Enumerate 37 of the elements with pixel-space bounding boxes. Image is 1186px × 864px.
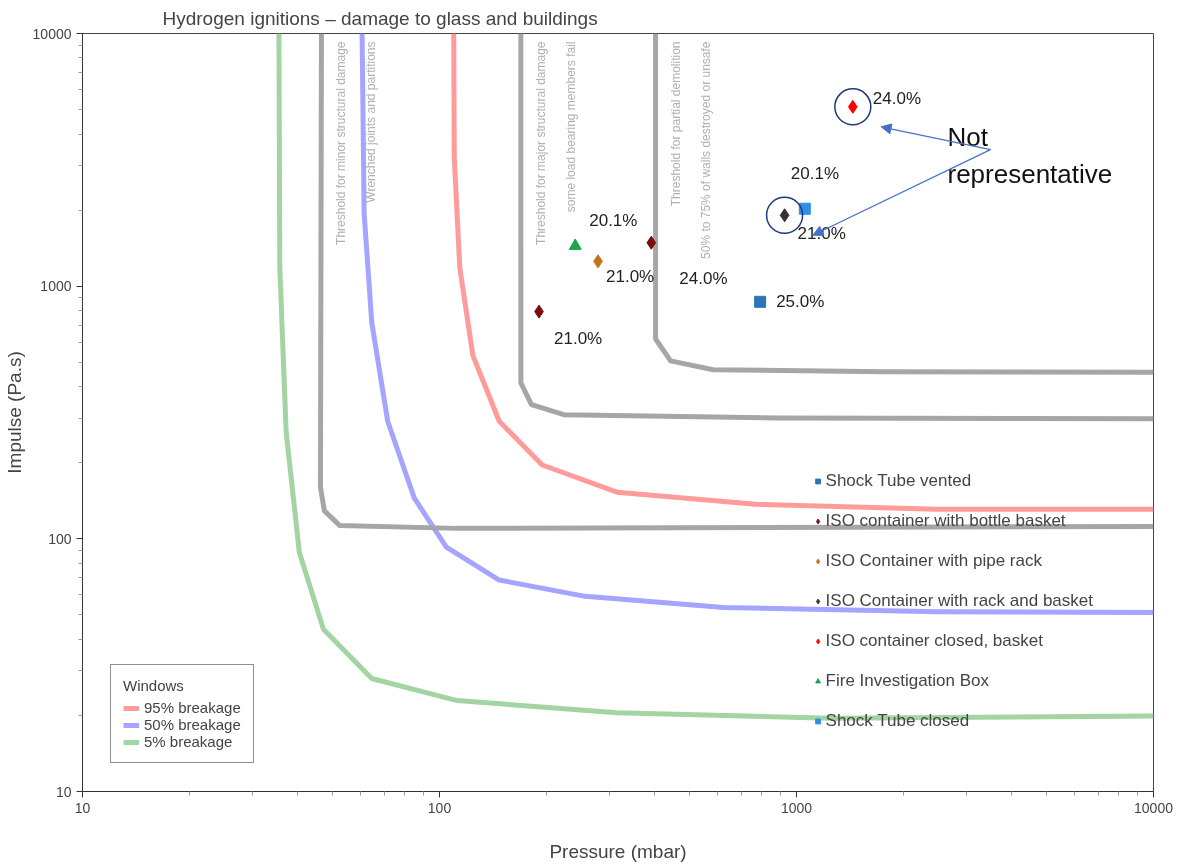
- y-axis-title: Impulse (Pa.s): [3, 351, 25, 474]
- annotation: 24.0%: [872, 89, 922, 109]
- legend-label: ISO container with bottle basket: [825, 511, 1066, 531]
- legend-label: Shock Tube closed: [825, 711, 970, 731]
- annotation: 21.0%: [606, 266, 655, 286]
- legend-label: 5% breakage: [144, 733, 233, 750]
- y-tick-label: 1000: [40, 278, 72, 295]
- chart-title: Hydrogen ignitions – damage to glass and buildings: [162, 7, 598, 29]
- annotation: 25.0%: [776, 292, 825, 312]
- x-tick-label: 100: [427, 799, 452, 816]
- legend-label: ISO Container with rack and basket: [825, 591, 1093, 611]
- x-tick-label: 10: [74, 799, 91, 816]
- annotation: Threshold for partial demolition: [668, 41, 683, 207]
- annotation: 24.0%: [679, 269, 728, 289]
- annotation: 20.1%: [790, 164, 839, 184]
- y-tick-label: 10: [55, 783, 72, 800]
- legend-label: 95% breakage: [144, 699, 241, 716]
- annotation: 21.0%: [554, 329, 603, 349]
- legend-label: ISO container closed, basket: [825, 631, 1043, 651]
- legend-title: Windows: [123, 677, 185, 694]
- x-tick-label: 10000: [1134, 799, 1174, 816]
- x-tick-label: 1000: [780, 799, 813, 816]
- legend-label: 50% breakage: [144, 716, 241, 733]
- legend-label: Shock Tube vented: [825, 471, 972, 491]
- annotation: Not representative: [947, 121, 1113, 190]
- annotation: 21.0%: [797, 223, 846, 243]
- annotation: Threshold for minor structural damage: [334, 41, 349, 245]
- annotation: Threshold for major structural damage: [533, 41, 548, 245]
- legend-label: ISO Container with pipe rack: [825, 551, 1042, 571]
- legend-label: Fire Investigation Box: [825, 671, 990, 691]
- annotation: some load bearing members fail: [563, 41, 578, 213]
- y-tick-label: 100: [48, 530, 72, 547]
- annotation: 50% to 75% of walls destroyed or unsafe: [698, 41, 713, 259]
- annotation: Wrenched joints and partitions: [364, 41, 379, 203]
- annotation: 20.1%: [589, 211, 638, 231]
- y-tick-label: 10000: [32, 25, 72, 42]
- x-axis-title: Pressure (mbar): [549, 840, 687, 862]
